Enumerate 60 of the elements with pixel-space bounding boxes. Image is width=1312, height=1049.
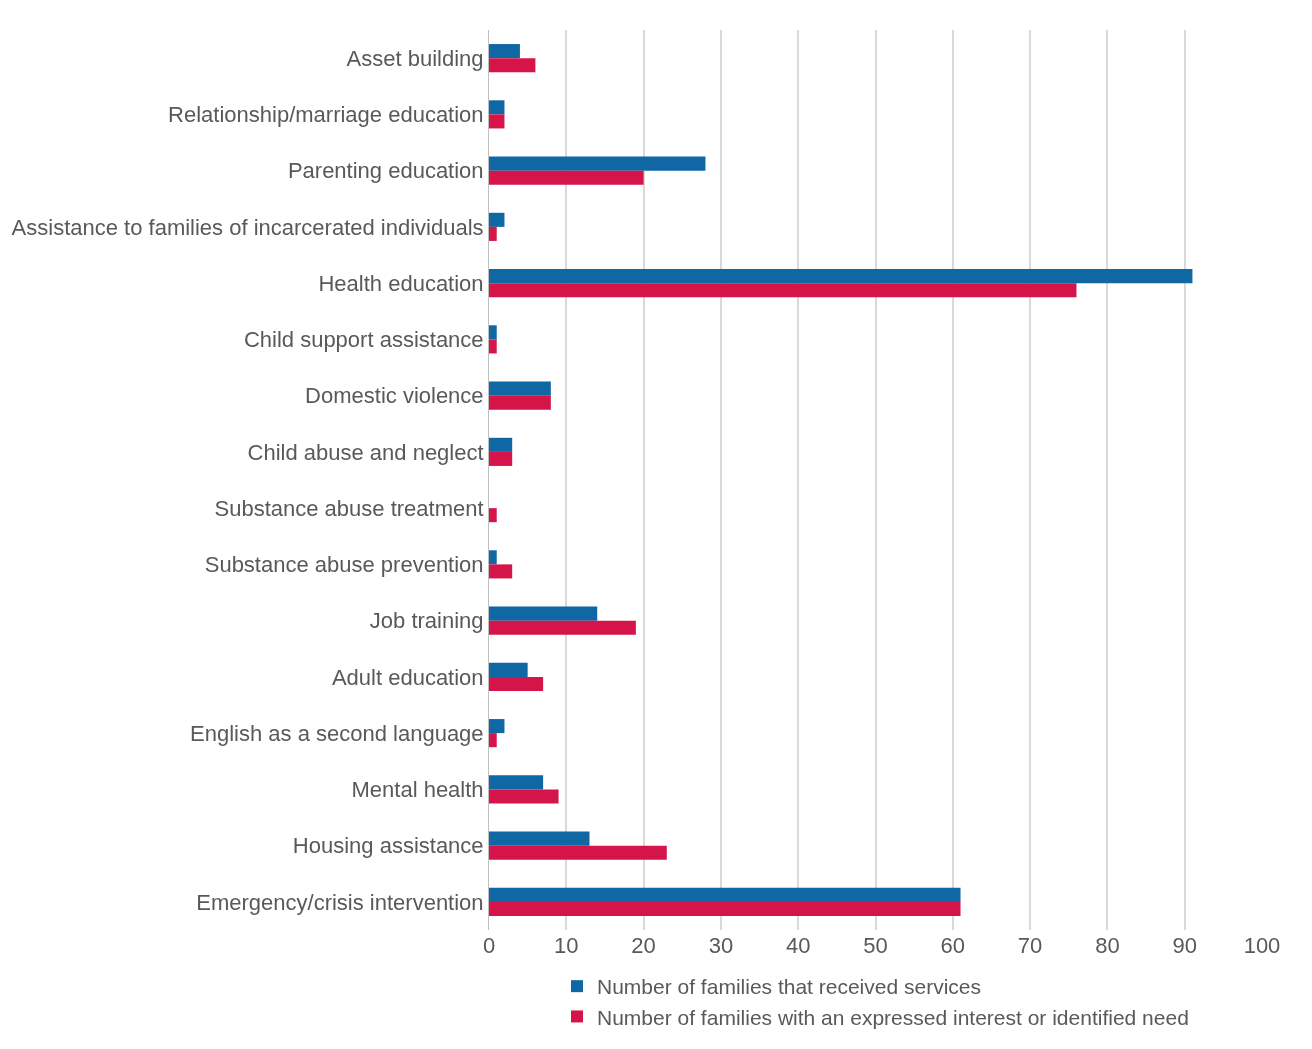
y-tick-label: Asset building bbox=[346, 45, 484, 71]
legend-label: Number of families that received services bbox=[597, 975, 981, 999]
bar bbox=[489, 395, 551, 410]
y-tick-label: Job training bbox=[369, 608, 484, 634]
y-tick-label: Mental health bbox=[351, 777, 484, 803]
x-tick-label: 0 bbox=[482, 933, 496, 958]
x-tick-label: 40 bbox=[785, 933, 811, 958]
y-tick-label: English as a second language bbox=[190, 720, 484, 746]
x-tick-label: 100 bbox=[1243, 933, 1281, 958]
bar bbox=[489, 564, 513, 579]
y-tick-label: Health education bbox=[318, 270, 484, 296]
bar bbox=[489, 437, 513, 452]
x-tick-label: 80 bbox=[1095, 933, 1120, 958]
bar bbox=[489, 620, 636, 635]
bar bbox=[489, 325, 497, 340]
bar bbox=[489, 226, 497, 241]
bar bbox=[489, 114, 505, 129]
y-tick-label: Substance abuse prevention bbox=[204, 552, 484, 578]
bar bbox=[489, 662, 528, 677]
bar bbox=[489, 381, 551, 396]
bar bbox=[489, 901, 961, 916]
bar bbox=[489, 339, 497, 354]
x-tick-label: 90 bbox=[1172, 933, 1197, 958]
legend-label: Number of families with an expressed interest or identified need bbox=[597, 1005, 1189, 1029]
y-tick-label: Adult education bbox=[331, 664, 484, 690]
bar bbox=[489, 283, 1077, 298]
y-tick-label: Housing assistance bbox=[292, 833, 484, 859]
x-tick-label: 50 bbox=[863, 933, 888, 958]
bar bbox=[489, 887, 961, 902]
bar bbox=[489, 212, 505, 227]
x-tick-label: 70 bbox=[1017, 933, 1043, 958]
bar bbox=[489, 845, 667, 860]
x-tick-label: 30 bbox=[708, 933, 734, 958]
bar bbox=[489, 550, 497, 565]
y-tick-label: Parenting education bbox=[287, 158, 484, 184]
y-tick-label: Child support assistance bbox=[243, 327, 484, 353]
y-tick-label: Child abuse and neglect bbox=[247, 439, 484, 465]
bar bbox=[489, 831, 590, 846]
bar bbox=[489, 789, 559, 804]
bar bbox=[489, 719, 505, 734]
bar bbox=[489, 775, 544, 790]
bar bbox=[489, 58, 536, 73]
y-tick-label: Substance abuse treatment bbox=[214, 495, 484, 521]
bar bbox=[489, 733, 497, 748]
x-tick-label: 20 bbox=[631, 933, 656, 958]
bar bbox=[489, 451, 513, 466]
bar bbox=[489, 170, 644, 185]
x-tick-label: 10 bbox=[554, 933, 579, 958]
y-tick-label: Assistance to families of incarcerated individuals bbox=[11, 214, 484, 240]
bar bbox=[489, 676, 544, 691]
bar bbox=[489, 44, 520, 59]
y-tick-label: Emergency/crisis intervention bbox=[196, 889, 484, 915]
x-tick-label: 60 bbox=[940, 933, 966, 958]
bar bbox=[489, 508, 497, 523]
bar bbox=[489, 269, 1193, 284]
bar bbox=[489, 100, 505, 115]
bar bbox=[489, 156, 706, 171]
y-tick-label: Relationship/marriage education bbox=[168, 102, 484, 128]
bar bbox=[489, 606, 598, 621]
y-tick-label: Domestic violence bbox=[305, 383, 484, 409]
